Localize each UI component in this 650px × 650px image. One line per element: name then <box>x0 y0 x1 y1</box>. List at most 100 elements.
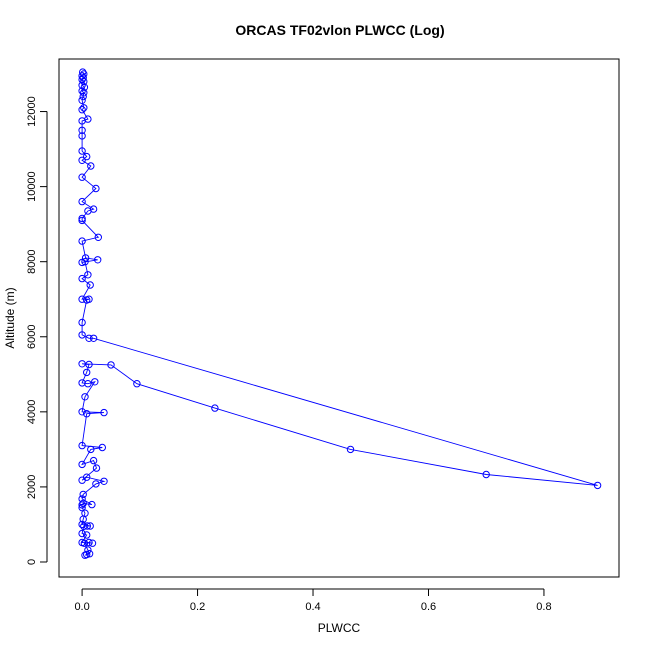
data-point <box>133 380 141 388</box>
data-point <box>79 74 87 82</box>
data-point <box>80 104 88 112</box>
x-axis: 0.0 0.2 0.4 0.6 0.8 <box>74 588 552 613</box>
data-point <box>78 156 86 165</box>
data-point <box>80 89 88 97</box>
y-tick-label: 2000 <box>26 475 38 499</box>
data-point <box>482 470 490 479</box>
data-point <box>85 295 93 303</box>
x-axis-label: PLWCC <box>318 621 361 635</box>
data-point <box>81 393 89 401</box>
data-point <box>81 258 89 266</box>
data-point <box>78 520 86 529</box>
y-tick-label: 10000 <box>26 171 38 202</box>
data-point <box>81 254 90 262</box>
y-tick-label: 8000 <box>26 249 38 273</box>
data-point <box>78 258 86 267</box>
data-point <box>87 445 95 454</box>
y-tick-label: 6000 <box>26 325 38 349</box>
data-point <box>80 83 89 91</box>
x-tick-label: 0.4 <box>305 601 320 613</box>
data-point <box>78 132 86 140</box>
data-point <box>92 464 101 472</box>
data-point <box>89 205 98 213</box>
data-point <box>78 106 86 114</box>
data-point <box>88 500 96 509</box>
data-point <box>78 503 86 512</box>
data-point <box>78 274 86 283</box>
chart-title: ORCAS TF02vlon PLWCC (Log) <box>235 22 444 38</box>
data-point <box>78 237 86 245</box>
data-point <box>81 509 89 517</box>
data-point <box>78 96 86 105</box>
data-point <box>78 318 86 327</box>
data-point <box>85 334 93 342</box>
data-point <box>78 216 86 225</box>
data-point <box>98 443 107 452</box>
data-point <box>78 360 86 368</box>
data-point <box>78 476 86 484</box>
x-tick-label: 0.0 <box>74 601 89 613</box>
data-point <box>83 522 92 530</box>
data-point <box>87 162 95 170</box>
data-point <box>79 499 87 508</box>
data-point <box>78 126 86 135</box>
data-point <box>89 456 98 465</box>
data-point <box>107 361 115 369</box>
data-point <box>78 529 86 538</box>
data-point <box>80 70 88 78</box>
data-point <box>100 477 108 485</box>
y-tick-label: 4000 <box>26 400 38 424</box>
data-point <box>84 546 92 554</box>
data-point <box>88 539 97 547</box>
data-point <box>84 115 92 123</box>
data-point <box>78 408 86 416</box>
data-point <box>78 72 86 80</box>
data-point <box>78 460 86 469</box>
data-point <box>78 147 86 155</box>
y-tick-label: 0 <box>26 559 38 565</box>
data-point <box>86 522 94 530</box>
x-tick-label: 0.6 <box>421 601 436 613</box>
data-point <box>78 87 86 95</box>
data-point <box>78 295 86 303</box>
data-point <box>86 281 94 289</box>
data-point <box>78 379 86 387</box>
data-point <box>78 538 86 547</box>
x-tick-label: 0.8 <box>536 601 551 613</box>
y-axis: 0 2000 4000 6000 8000 10000 12000 <box>26 96 48 565</box>
data-point <box>78 214 86 223</box>
data-point <box>94 256 102 264</box>
data-point <box>83 531 91 539</box>
data-point <box>94 233 103 242</box>
data-point <box>85 550 94 558</box>
data-point <box>346 445 355 454</box>
data-point <box>78 441 86 450</box>
data-point <box>78 81 86 90</box>
data-point <box>84 271 92 279</box>
data-point <box>85 360 93 369</box>
plot-frame <box>58 58 620 578</box>
data-point <box>78 173 86 181</box>
data-point <box>83 368 91 377</box>
data-point <box>83 152 91 161</box>
data-point <box>78 495 86 503</box>
data-point <box>84 380 92 388</box>
data-point <box>79 68 87 76</box>
y-axis-label: Altitude (m) <box>3 287 17 348</box>
data-point <box>100 408 108 417</box>
data-point <box>78 197 86 206</box>
data-point <box>78 331 86 339</box>
data-point <box>91 378 99 386</box>
data-point <box>79 490 87 499</box>
x-tick-label: 0.2 <box>190 601 205 613</box>
data-point <box>593 481 602 490</box>
data-point <box>211 404 219 412</box>
data-points <box>78 68 602 559</box>
data-point <box>79 92 87 101</box>
data-point <box>89 334 98 342</box>
y-tick-label: 12000 <box>26 96 38 127</box>
data-point <box>85 538 93 547</box>
data-point <box>92 184 100 193</box>
